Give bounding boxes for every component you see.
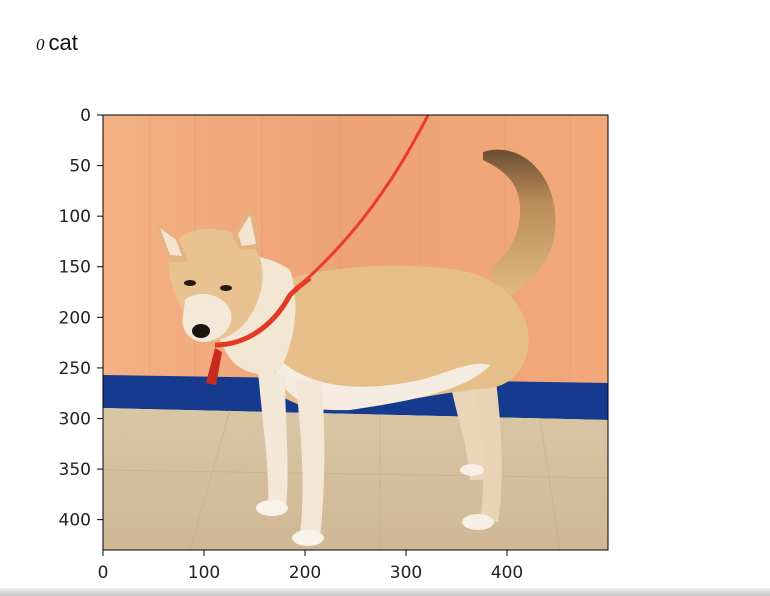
y-axis: 0 50 100 150 200 250 300 350 400 bbox=[59, 106, 103, 531]
x-tick-label: 400 bbox=[491, 563, 523, 583]
dog bbox=[155, 115, 556, 546]
dog-photo bbox=[103, 115, 608, 550]
x-axis: 0 100 200 300 400 bbox=[98, 550, 523, 583]
y-tick-label: 250 bbox=[59, 359, 91, 379]
floor bbox=[103, 408, 608, 550]
axes-frame bbox=[102, 114, 609, 551]
y-tick-label: 100 bbox=[59, 207, 91, 227]
x-tick-label: 200 bbox=[289, 563, 321, 583]
y-tick-label: 50 bbox=[69, 157, 91, 177]
x-tick-label: 100 bbox=[188, 563, 220, 583]
prediction-caption: 0 cat bbox=[36, 30, 78, 56]
x-tick-label: 300 bbox=[390, 563, 422, 583]
y-tick-label: 350 bbox=[59, 460, 91, 480]
x-tick-label: 0 bbox=[98, 563, 109, 583]
prediction-index: 0 bbox=[36, 35, 45, 54]
y-tick-label: 200 bbox=[59, 308, 91, 328]
y-tick-label: 300 bbox=[59, 409, 91, 429]
y-tick-label: 400 bbox=[59, 511, 91, 531]
y-tick-label: 150 bbox=[59, 258, 91, 278]
prediction-label: cat bbox=[48, 30, 78, 55]
y-tick-label: 0 bbox=[80, 106, 91, 126]
window-bottom-edge bbox=[0, 588, 770, 596]
